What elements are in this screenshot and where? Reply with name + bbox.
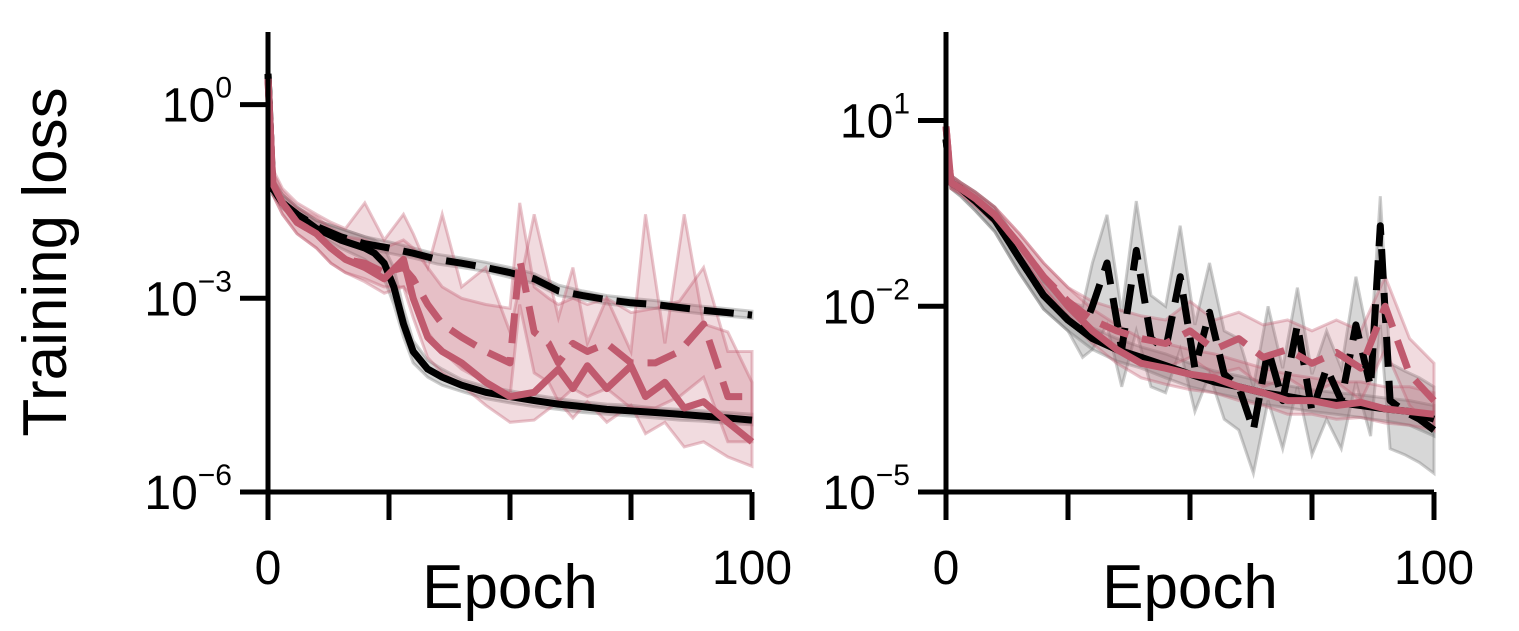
x-axis-title: Epoch [422,553,598,622]
y-tick-label: 100 [162,72,232,133]
x-axis-title: Epoch [1102,553,1278,622]
series-line-1 [264,73,753,319]
series-band-1 [266,69,754,320]
chart-panel-left: 0 100 10−6 10−3 100 Epoch [144,32,792,622]
series-line-3 [264,78,752,401]
y-tick-label: 10−5 [822,459,910,520]
confidence-bands [944,120,1436,480]
y-tick-label: 10−3 [144,265,232,326]
axes: 0 100 10−6 10−3 100 Epoch [144,32,792,622]
series-line-3 [942,126,1437,403]
x-tick-label: 100 [712,542,792,595]
y-tick-label: 101 [840,88,910,149]
chart-panel-right: 0 100 10−5 10−2 101 Epoch [822,32,1474,622]
axes: 0 100 10−5 10−2 101 Epoch [822,32,1474,622]
y-tick-label: 10−2 [822,273,910,334]
x-tick-label: 0 [255,542,282,595]
y-tick-label: 10−6 [144,459,232,520]
x-tick-label: 100 [1394,542,1474,595]
x-tick-label: 0 [933,542,960,595]
series-lines [264,73,755,445]
y-axis-title: Training loss [11,87,80,436]
series-lines [942,126,1437,434]
